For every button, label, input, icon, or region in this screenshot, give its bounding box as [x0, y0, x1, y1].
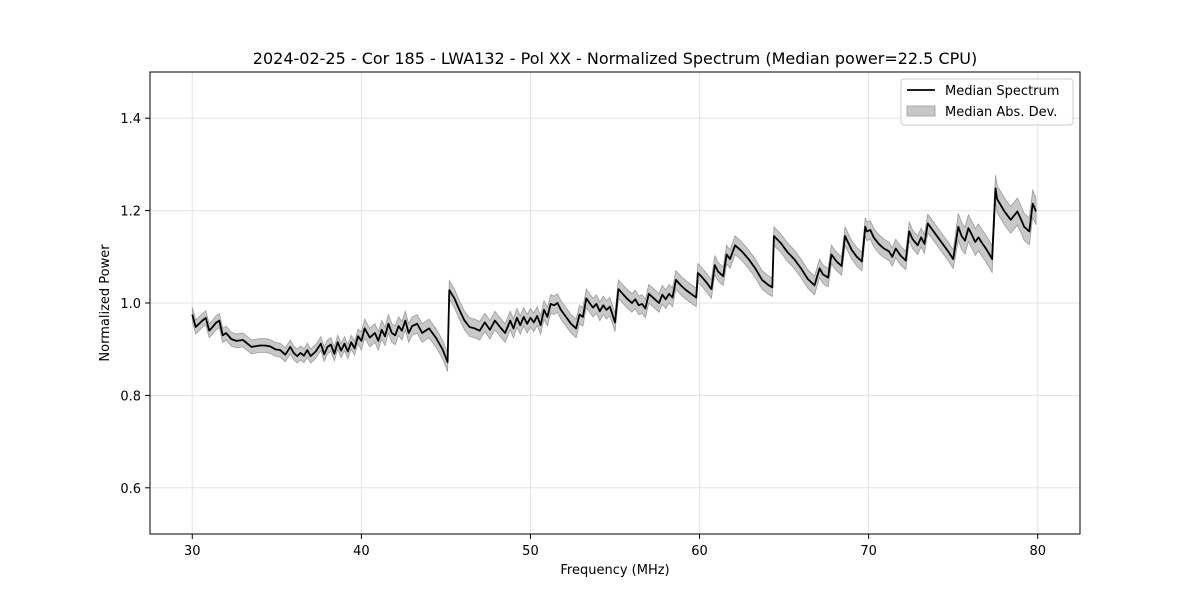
x-axis: 30 40 50 60 70 80 [184, 534, 1046, 559]
legend-median-label: Median Spectrum [945, 84, 1059, 99]
x-tick-label: 70 [860, 544, 877, 559]
y-tick-label: 0.8 [120, 389, 141, 404]
legend-mad-label: Median Abs. Dev. [945, 105, 1057, 120]
median-spectrum-line [191, 187, 1037, 363]
x-tick-label: 80 [1029, 544, 1046, 559]
x-tick-label: 50 [522, 544, 539, 559]
y-tick-label: 1.2 [120, 205, 141, 220]
x-axis-label: Frequency (MHz) [560, 563, 669, 578]
x-tick-label: 60 [691, 544, 708, 559]
y-axis: 0.6 0.8 1.0 1.2 1.4 [120, 112, 150, 497]
legend-mad-swatch [906, 105, 936, 117]
y-tick-label: 1.4 [120, 112, 141, 127]
y-tick-label: 1.0 [120, 297, 141, 312]
mad-band [191, 174, 1037, 372]
x-tick-label: 30 [184, 544, 201, 559]
median-line-layer [191, 187, 1037, 363]
y-axis-label: Normalized Power [98, 244, 113, 362]
chart-title: 2024-02-25 - Cor 185 - LWA132 - Pol XX -… [253, 49, 977, 68]
mad-band-layer [191, 174, 1037, 372]
y-tick-label: 0.6 [120, 482, 141, 497]
x-tick-label: 40 [353, 544, 370, 559]
grid-lines [150, 72, 1080, 534]
legend: Median Spectrum Median Abs. Dev. [900, 78, 1074, 126]
legend-box [900, 78, 1074, 126]
